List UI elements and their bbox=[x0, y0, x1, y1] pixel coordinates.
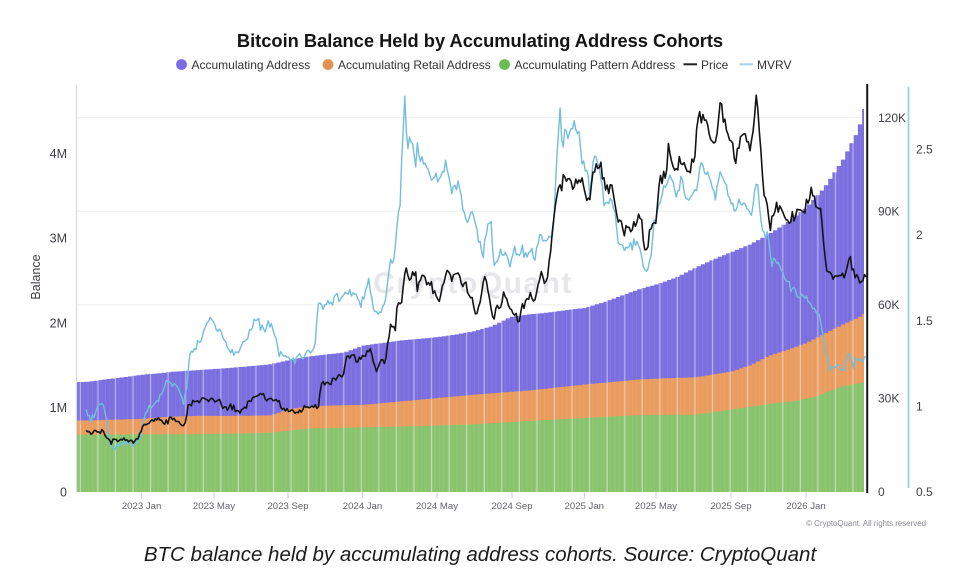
svg-text:3M: 3M bbox=[50, 232, 67, 246]
svg-text:1.5: 1.5 bbox=[916, 314, 933, 328]
svg-text:Price: Price bbox=[701, 58, 729, 72]
svg-text:Accumulating Address: Accumulating Address bbox=[192, 58, 311, 72]
svg-text:Accumulating Pattern Address: Accumulating Pattern Address bbox=[515, 58, 676, 72]
svg-text:© CryptoQuant. All rights rese: © CryptoQuant. All rights reserved bbox=[806, 519, 926, 528]
svg-text:MVRV: MVRV bbox=[757, 58, 791, 72]
svg-text:2.5: 2.5 bbox=[916, 142, 933, 156]
svg-text:Accumulating Retail Address: Accumulating Retail Address bbox=[338, 58, 491, 72]
svg-text:2024 Sep: 2024 Sep bbox=[491, 501, 532, 512]
svg-text:Balance: Balance bbox=[29, 254, 43, 299]
svg-text:120K: 120K bbox=[878, 111, 906, 125]
svg-text:BTC balance held by accumulati: BTC balance held by accumulating address… bbox=[144, 543, 818, 566]
svg-text:2025 May: 2025 May bbox=[635, 501, 677, 512]
svg-text:2024 Jan: 2024 Jan bbox=[343, 501, 382, 512]
svg-text:2026 Jan: 2026 Jan bbox=[786, 501, 825, 512]
svg-text:4M: 4M bbox=[50, 147, 67, 161]
svg-text:2M: 2M bbox=[50, 316, 67, 330]
svg-text:0: 0 bbox=[60, 486, 67, 500]
svg-text:1: 1 bbox=[916, 400, 923, 414]
svg-text:2023 Sep: 2023 Sep bbox=[267, 501, 308, 512]
svg-text:60K: 60K bbox=[878, 298, 899, 312]
svg-text:2025 Jan: 2025 Jan bbox=[565, 501, 604, 512]
svg-text:2: 2 bbox=[916, 228, 923, 242]
svg-text:2025 Sep: 2025 Sep bbox=[710, 501, 751, 512]
svg-text:0.5: 0.5 bbox=[916, 485, 933, 499]
svg-text:2023 Jan: 2023 Jan bbox=[122, 501, 161, 512]
svg-text:0: 0 bbox=[878, 485, 885, 499]
svg-text:30K: 30K bbox=[878, 392, 899, 406]
svg-text:1M: 1M bbox=[50, 401, 67, 415]
svg-text:2024 May: 2024 May bbox=[416, 501, 458, 512]
svg-text:90K: 90K bbox=[878, 204, 899, 218]
svg-text:2023 May: 2023 May bbox=[193, 501, 235, 512]
svg-text:Bitcoin Balance Held by Accumu: Bitcoin Balance Held by Accumulating Add… bbox=[237, 30, 723, 51]
